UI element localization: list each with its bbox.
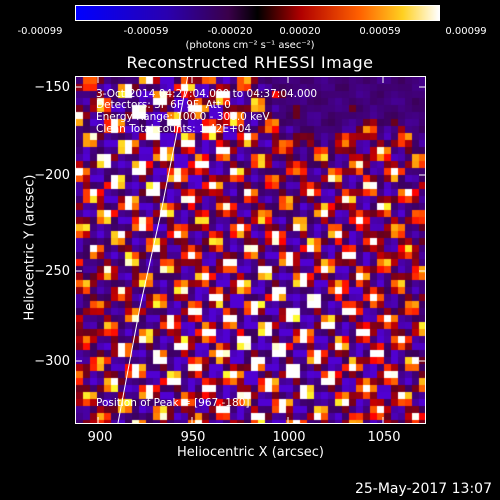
annotation-peak: Position of Peak = [967,-180]	[96, 397, 250, 409]
annotation-detectors: Detectors: 3F 6F 9F, Att 0	[96, 99, 231, 111]
image-plot: 3-Oct-2014 04:27:04.000 to 04:37:04.000 …	[75, 76, 426, 424]
y-tick-label: −200	[34, 168, 70, 183]
colorbar-tick-label: -0.00099	[17, 26, 63, 37]
solar-limb-line	[117, 77, 189, 423]
colorbar-tick-label: -0.00020	[207, 26, 253, 37]
colorbar-tick-label: 0.00020	[279, 26, 321, 37]
colorbar	[75, 5, 440, 21]
y-tick-label: −150	[34, 80, 70, 95]
x-tick-label: 950	[180, 430, 206, 445]
colorbar-tick-label: 0.00099	[445, 26, 487, 37]
y-axis-title: Heliocentric Y (arcsec)	[22, 174, 38, 321]
x-axis-title: Heliocentric X (arcsec)	[177, 445, 324, 460]
colorbar-tick-label: -0.00059	[123, 26, 169, 37]
image-title: Reconstructed RHESSI Image	[126, 53, 374, 72]
x-tick-label: 1050	[367, 430, 401, 445]
y-tick-label: −300	[34, 354, 70, 369]
annotation-energy: Energy Range: 100.0 - 300.0 keV	[96, 111, 270, 123]
timestamp: 25-May-2017 13:07	[354, 481, 492, 497]
annotation-clean: Clean Total counts: 1.42E+04	[96, 123, 252, 135]
rhessi-image-canvas	[76, 77, 425, 423]
colorbar-units: (photons cm⁻² s⁻¹ asec⁻²)	[185, 40, 315, 51]
annotation-time: 3-Oct-2014 04:27:04.000 to 04:37:04.000	[96, 88, 318, 100]
y-tick-label: −250	[34, 264, 70, 279]
x-tick-label: 900	[87, 430, 113, 445]
colorbar-tick-label: 0.00059	[359, 26, 401, 37]
x-tick-label: 1000	[272, 430, 306, 445]
limb-overlay	[117, 77, 189, 423]
